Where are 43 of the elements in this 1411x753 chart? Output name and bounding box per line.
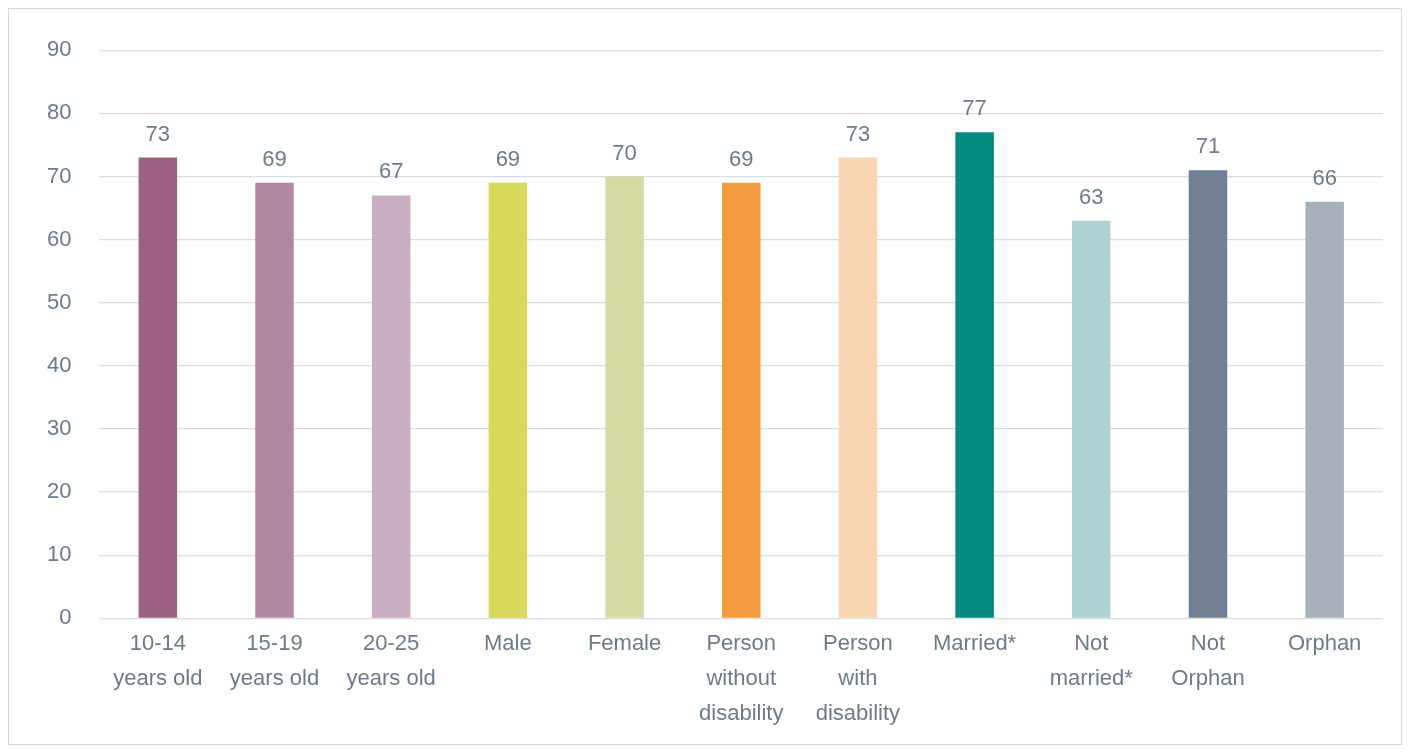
data-label: 66 — [1312, 164, 1337, 190]
bar — [371, 195, 411, 618]
x-tick-label: Female — [587, 630, 662, 656]
x-tick-label: Person with disability — [815, 630, 901, 726]
y-tick-label: 70 — [46, 162, 72, 188]
x-tick-label: Orphan — [1287, 630, 1362, 656]
x-tick-label: Married* — [933, 630, 1017, 656]
x-tick-label: 15-19 years old — [229, 630, 320, 691]
y-tick-label: 0 — [59, 604, 72, 630]
data-label: 69 — [728, 145, 754, 171]
x-tick-label: 20-25 years old — [346, 630, 436, 691]
data-label: 69 — [495, 145, 521, 171]
data-label: 77 — [962, 95, 987, 121]
data-label: 73 — [145, 120, 171, 146]
bar — [488, 182, 528, 618]
bar — [605, 176, 644, 618]
x-tick-label: 10-14 years old — [113, 630, 203, 691]
data-label: 67 — [378, 158, 404, 184]
data-label: 63 — [1079, 183, 1104, 209]
data-label: 69 — [262, 145, 287, 171]
bar — [721, 182, 761, 618]
y-tick-label: 90 — [46, 36, 72, 62]
bar — [1305, 201, 1344, 618]
y-tick-label: 50 — [46, 288, 72, 314]
y-tick-label: 40 — [46, 351, 72, 377]
x-tick-label: Male — [484, 630, 532, 656]
y-tick-label: 20 — [46, 478, 72, 504]
bar — [1188, 170, 1228, 618]
data-label: 71 — [1195, 133, 1221, 159]
bar — [138, 157, 178, 618]
y-tick-label: 60 — [46, 225, 72, 251]
bar — [955, 132, 994, 618]
y-tick-label: 10 — [46, 541, 72, 567]
bar — [1072, 220, 1111, 618]
y-tick-label: 80 — [46, 99, 72, 125]
x-tick-label: Not Orphan — [1171, 630, 1245, 691]
data-label: 70 — [612, 139, 637, 165]
y-tick-label: 30 — [46, 415, 72, 441]
x-tick-label: Person without disability — [699, 630, 784, 726]
x-tick-label: Not married* — [1049, 630, 1134, 691]
bar — [255, 182, 294, 618]
data-label: 73 — [845, 120, 871, 146]
bar — [838, 157, 878, 618]
